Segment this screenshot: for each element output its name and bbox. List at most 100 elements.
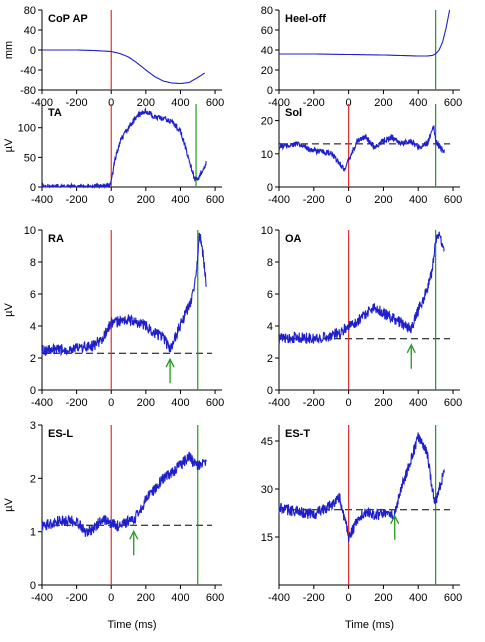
x-tick-label: 0	[346, 97, 352, 109]
x-tick-label: 200	[374, 97, 392, 109]
x-axis-label: Time (ms)	[107, 619, 156, 631]
y-tick-label: 3	[30, 420, 36, 432]
x-tick-label: -400	[268, 97, 290, 109]
onset-arrow-head	[406, 343, 416, 354]
x-tick-label: 400	[171, 592, 189, 604]
x-tick-label: 200	[374, 397, 392, 409]
y-tick-label: 0	[30, 45, 36, 57]
y-tick-label: 8	[30, 257, 36, 269]
x-tick-label: 0	[108, 592, 114, 604]
x-tick-label: 400	[409, 194, 427, 206]
y-tick-label: 80	[261, 5, 273, 17]
x-axis-label: Time (ms)	[345, 619, 394, 631]
series-trace	[42, 49, 206, 85]
x-tick-label: -400	[268, 194, 290, 206]
y-tick-label: 20	[261, 116, 273, 128]
y-tick-label: 10	[24, 225, 36, 237]
panel-title: ES-L	[48, 428, 73, 440]
x-tick-label: -200	[303, 97, 325, 109]
y-tick-label: 2	[30, 473, 36, 485]
panel-heel-off: 0 20 40 60 80 -400 -200 0 200 400 600 Heel-off	[261, 5, 462, 109]
x-tick-label: 600	[206, 397, 224, 409]
y-tick-label: 60	[261, 25, 273, 37]
panel-oa: 0 2 4 6 8 10 -400 -200 0 200 400 600 OA	[261, 225, 462, 409]
x-tick-label: -400	[31, 194, 53, 206]
series-trace	[41, 451, 207, 537]
x-tick-label: 600	[206, 97, 224, 109]
x-tick-label: 400	[409, 397, 427, 409]
y-tick-label: 80	[24, 5, 36, 17]
x-tick-label: 0	[108, 397, 114, 409]
panel-ta: 0 50 100 -400 -200 0 200 400 600 TA µV	[3, 104, 224, 206]
y-tick-label: 4	[267, 321, 273, 333]
y-tick-label: 0	[30, 580, 36, 592]
y-tick-label: 15	[261, 532, 273, 544]
y-tick-label: 6	[267, 289, 273, 301]
onset-arrow-head	[390, 514, 400, 525]
y-axis-label: µV	[3, 138, 15, 152]
x-tick-label: 200	[137, 397, 155, 409]
y-axis-label: µV	[3, 303, 15, 317]
y-axis-label: mm	[3, 41, 15, 59]
y-tick-label: 0	[267, 182, 273, 194]
x-tick-label: 200	[137, 97, 155, 109]
x-tick-label: 600	[444, 592, 462, 604]
x-tick-label: 200	[137, 592, 155, 604]
y-tick-label: 0	[30, 385, 36, 397]
x-tick-label: -200	[303, 194, 325, 206]
y-tick-label: 100	[18, 123, 36, 135]
x-tick-label: 400	[409, 592, 427, 604]
panel-title: CoP AP	[48, 13, 88, 25]
series-trace	[278, 231, 445, 345]
x-tick-label: 0	[108, 194, 114, 206]
x-tick-label: 200	[137, 194, 155, 206]
y-tick-label: 10	[261, 149, 273, 161]
y-tick-label: 50	[24, 152, 36, 164]
x-tick-label: 200	[374, 194, 392, 206]
x-tick-label: -400	[268, 397, 290, 409]
onset-arrow-head	[129, 529, 139, 540]
x-tick-label: 0	[346, 592, 352, 604]
panel-title: OA	[285, 233, 302, 245]
y-tick-label: 20	[261, 65, 273, 77]
x-tick-label: -400	[31, 592, 53, 604]
x-tick-label: 400	[171, 194, 189, 206]
x-tick-label: 600	[444, 97, 462, 109]
y-tick-label: 2	[30, 353, 36, 365]
x-tick-label: -200	[303, 592, 325, 604]
x-tick-label: 600	[444, 397, 462, 409]
y-tick-label: 6	[30, 289, 36, 301]
y-tick-label: 0	[30, 182, 36, 194]
series-trace	[279, 9, 451, 57]
x-tick-label: 600	[206, 592, 224, 604]
series-trace	[278, 125, 445, 172]
x-tick-label: 400	[171, 397, 189, 409]
y-tick-label: 45	[261, 436, 273, 448]
y-tick-label: -80	[20, 85, 36, 97]
panel-title: ES-T	[285, 428, 310, 440]
x-tick-label: 400	[171, 97, 189, 109]
panel-sol: 0 10 20 -400 -200 0 200 400 600 Sol	[261, 104, 462, 206]
y-tick-label: -40	[20, 65, 36, 77]
x-tick-label: 400	[409, 97, 427, 109]
series-trace	[41, 107, 207, 190]
y-tick-label: 10	[261, 225, 273, 237]
x-tick-label: 0	[108, 97, 114, 109]
y-tick-label: 0	[267, 85, 273, 97]
x-tick-label: -400	[31, 397, 53, 409]
y-tick-label: 1	[30, 527, 36, 539]
x-tick-label: -200	[303, 397, 325, 409]
panel-title: TA	[48, 107, 62, 119]
x-tick-label: -200	[66, 397, 88, 409]
x-tick-label: -400	[268, 592, 290, 604]
y-tick-label: 4	[30, 321, 36, 333]
y-axis-label: µV	[3, 498, 15, 512]
x-tick-label: 600	[444, 194, 462, 206]
series-trace	[41, 232, 207, 357]
x-tick-label: -200	[66, 97, 88, 109]
x-tick-label: -400	[31, 97, 53, 109]
panel-title: Heel-off	[285, 13, 326, 25]
onset-arrow-head	[165, 357, 175, 368]
series-trace	[278, 432, 445, 543]
